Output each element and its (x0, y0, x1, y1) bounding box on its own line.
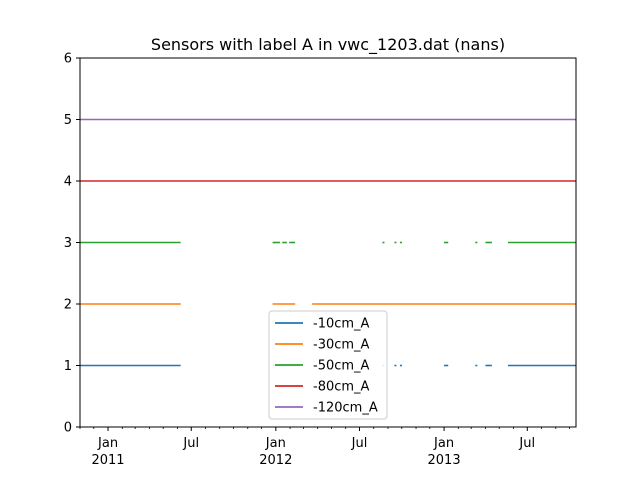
y-tick-label: 4 (64, 175, 72, 190)
x-tick-label: Jan (97, 436, 118, 451)
legend-item: -80cm_A (275, 380, 370, 395)
y-tick-label: 5 (64, 113, 72, 128)
x-axis: Jan 2011 Jul Jan 2012 Jul Jan 2013 Jul (79, 427, 570, 468)
x-tick-year-label: 2012 (259, 453, 292, 468)
x-tick-label: Jul (351, 436, 368, 451)
y-axis: 0 1 2 3 4 5 6 (64, 52, 80, 436)
legend-label: -80cm_A (313, 380, 370, 395)
legend-item: -120cm_A (275, 401, 378, 416)
legend-label: -50cm_A (313, 359, 370, 374)
legend-box (268, 310, 388, 420)
legend-item: -50cm_A (275, 359, 370, 374)
x-tick-year-label: 2013 (428, 453, 461, 468)
legend-label: -10cm_A (313, 317, 370, 332)
x-tick-label: Jul (518, 436, 535, 451)
y-tick-label: 0 (64, 421, 72, 436)
legend-label: -120cm_A (313, 401, 378, 416)
x-tick-year-label: 2011 (91, 453, 124, 468)
y-tick-label: 1 (64, 359, 72, 374)
legend-label: -30cm_A (313, 338, 370, 353)
chart-title: Sensors with label A in vwc_1203.dat (na… (151, 35, 505, 55)
legend-item: -30cm_A (275, 338, 370, 353)
series-group (80, 118, 576, 367)
legend: -10cm_A -30cm_A -50cm_A -80cm_A -120cm_A (268, 310, 388, 420)
x-tick-label: Jul (182, 436, 199, 451)
x-tick-label: Jan (433, 436, 454, 451)
y-tick-label: 3 (64, 236, 72, 251)
x-tick-label: Jan (265, 436, 286, 451)
y-tick-label: 2 (64, 298, 72, 313)
legend-item: -10cm_A (275, 317, 370, 332)
y-tick-label: 6 (64, 52, 72, 67)
